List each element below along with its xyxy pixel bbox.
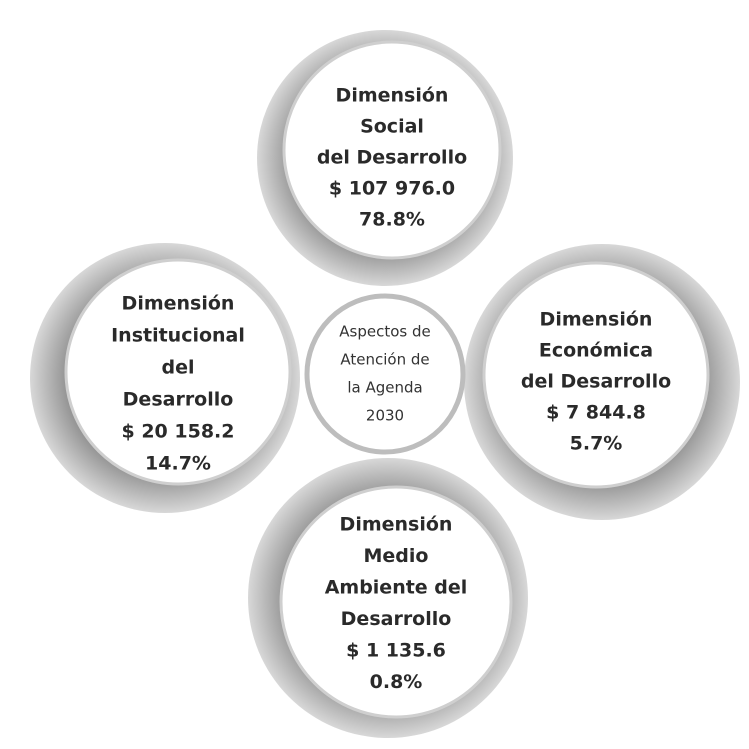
center-circle — [304, 293, 466, 455]
node-label: Medio — [364, 545, 429, 567]
node-label: del Desarrollo — [521, 371, 671, 393]
center-label: 2030 — [366, 407, 404, 425]
circle-bottom — [248, 458, 528, 738]
node-label: Dimensión — [340, 514, 453, 536]
node-label: Dimensión — [122, 293, 235, 315]
node-label: Social — [360, 116, 424, 138]
node-label: del Desarrollo — [317, 147, 467, 169]
node-label: Dimensión — [336, 85, 449, 107]
center-label: Aspectos de — [339, 323, 430, 341]
disc — [482, 261, 710, 489]
node-label: Institucional — [111, 325, 245, 347]
node-amount: $ 107 976.0 — [329, 178, 455, 200]
node-label: Desarrollo — [123, 389, 234, 411]
node-percent: 5.7% — [570, 433, 623, 455]
node-amount: $ 1 135.6 — [346, 640, 446, 662]
disc — [64, 258, 292, 486]
node-percent: 14.7% — [145, 453, 211, 475]
node-label: Económica — [539, 340, 653, 362]
disc — [282, 40, 502, 260]
node-label: Desarrollo — [341, 608, 452, 630]
node-percent: 78.8% — [359, 209, 425, 231]
disc — [279, 485, 513, 719]
circle-left — [30, 243, 300, 513]
node-label: Dimensión — [540, 309, 653, 331]
circle-top — [257, 30, 513, 286]
node-amount: $ 7 844.8 — [546, 402, 646, 424]
node-label: Ambiente del — [325, 577, 468, 599]
node-amount: $ 20 158.2 — [122, 421, 235, 443]
circle-right — [464, 244, 740, 520]
node-percent: 0.8% — [370, 671, 423, 693]
node-label: del — [162, 357, 195, 379]
center-label: la Agenda — [347, 379, 422, 397]
center-label: Atención de — [340, 351, 429, 369]
